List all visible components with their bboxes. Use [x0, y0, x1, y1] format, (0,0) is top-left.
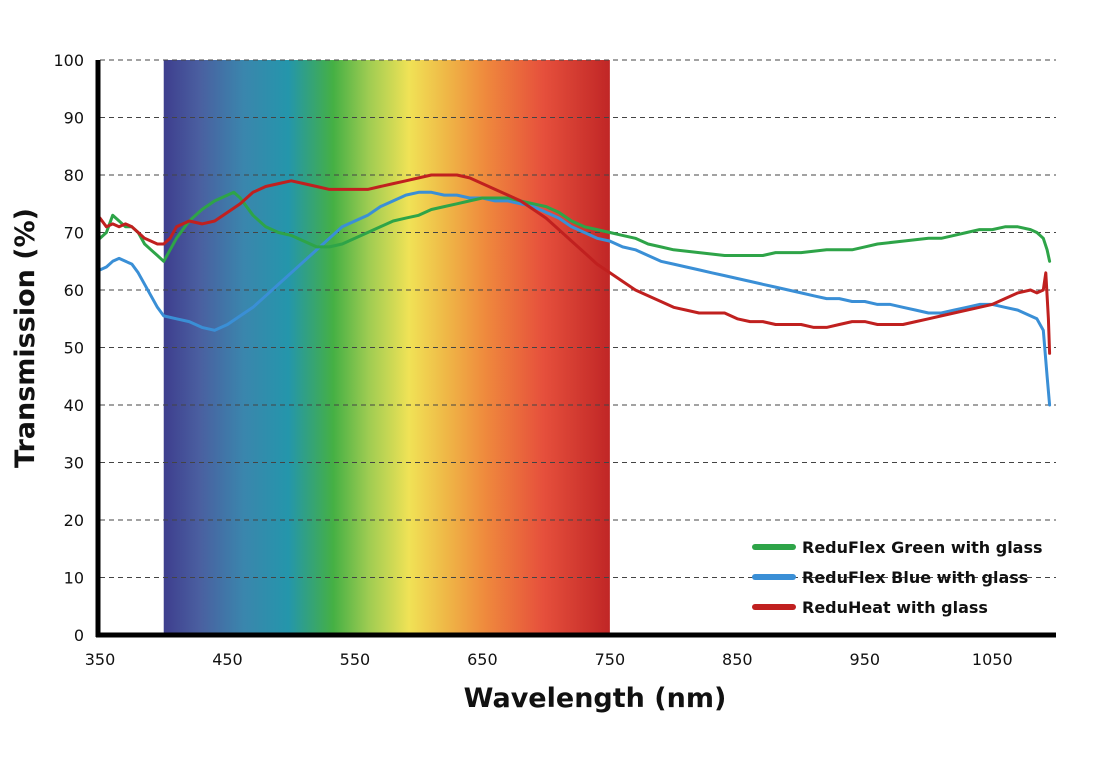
x-tick-label: 450 — [212, 650, 243, 669]
legend-label: ReduFlex Green with glass — [802, 538, 1043, 557]
series-lines — [98, 173, 1052, 407]
legend: ReduFlex Green with glass ReduFlex Blue w… — [752, 538, 1043, 617]
x-tick-label: 650 — [467, 650, 498, 669]
y-tick-label: 90 — [64, 109, 84, 128]
x-tick-label: 350 — [85, 650, 116, 669]
y-tick-label: 80 — [64, 166, 84, 185]
y-tick-label: 60 — [64, 281, 84, 300]
x-tick-labels: 350 450 550 650 750 850 950 1050 — [85, 650, 1013, 669]
y-tick-label: 40 — [64, 396, 84, 415]
x-tick-label: 950 — [850, 650, 881, 669]
legend-label: ReduFlex Blue with glass — [802, 568, 1028, 587]
x-tick-label: 1050 — [972, 650, 1013, 669]
gridlines — [100, 59, 1056, 578]
y-tick-labels: 0 10 20 30 40 50 60 70 80 90 100 — [53, 51, 84, 645]
y-tick-label: 100 — [53, 51, 84, 70]
y-tick-label: 50 — [64, 339, 84, 358]
y-tick-label: 10 — [64, 569, 84, 588]
x-tick-label: 750 — [595, 650, 626, 669]
series-line-reduflex-blue-with-glass — [98, 190, 1052, 407]
series-line-reduheat-with-glass — [98, 173, 1052, 355]
y-tick-label: 30 — [64, 454, 84, 473]
x-tick-label: 850 — [722, 650, 753, 669]
legend-label: ReduHeat with glass — [802, 598, 988, 617]
series-line-reduflex-green-with-glass — [98, 190, 1052, 263]
x-axis-title: Wavelength (nm) — [464, 683, 727, 714]
x-tick-label: 550 — [340, 650, 371, 669]
y-tick-label: 20 — [64, 511, 84, 530]
y-tick-label: 70 — [64, 224, 84, 243]
y-tick-label: 0 — [74, 626, 84, 645]
y-axis-title: Transmission (%) — [10, 208, 41, 468]
